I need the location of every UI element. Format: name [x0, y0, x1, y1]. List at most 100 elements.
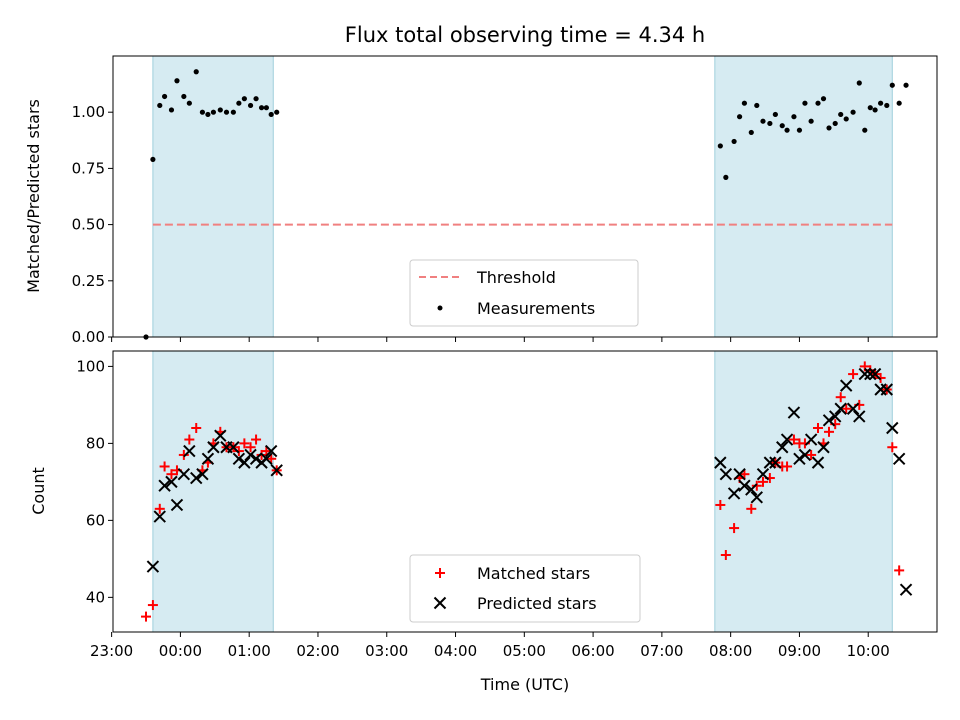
- predicted-star-point-38: [811, 456, 825, 469]
- bottom-axes-frame: [112, 350, 938, 633]
- top-shaded-span-0: [152, 55, 274, 338]
- predicted-star-point-28: [750, 491, 764, 504]
- matched-star-point-20: [261, 446, 272, 457]
- measurement-point-1: [150, 156, 156, 163]
- measurement-point-51: [884, 102, 890, 109]
- measurement-point-17: [247, 102, 254, 109]
- matched-star-point-1: [147, 600, 158, 611]
- x-tick-label-0: 23:00: [90, 642, 133, 660]
- measurement-point-27: [741, 100, 748, 106]
- predicted-star-point-8: [196, 467, 209, 481]
- matched-star-point-34: [782, 461, 793, 472]
- x-tick-label-7: 06:00: [571, 642, 614, 660]
- bottom-panel: 40 60 80 100 23:00 00:00 01:00 02:00 03:00 04:00…: [29, 350, 938, 694]
- measurement-point-35: [791, 114, 797, 120]
- measurement-point-52: [889, 82, 895, 88]
- measurement-point-44: [843, 116, 849, 122]
- predicted-star-point-37: [804, 433, 818, 446]
- measurement-point-26: [736, 114, 743, 120]
- matched-star-point-0: [141, 611, 152, 622]
- matched-star-point-8: [191, 422, 202, 433]
- predicted-star-point-27: [745, 483, 758, 496]
- measurement-point-53: [896, 100, 902, 106]
- measurement-point-38: [808, 118, 814, 124]
- predicted-star-point-25: [733, 467, 746, 481]
- measurement-point-21: [268, 111, 274, 118]
- measurement-point-2: [157, 102, 163, 109]
- measurement-point-18: [253, 96, 259, 102]
- measurement-point-10: [205, 111, 211, 118]
- measurement-point-14: [230, 109, 236, 115]
- bottom-shaded-span-1: [714, 350, 893, 633]
- predicted-star-point-3: [165, 475, 178, 489]
- measurement-point-30: [760, 118, 766, 124]
- matched-star-point-18: [251, 434, 262, 445]
- x-tick-label-11: 10:00: [847, 642, 890, 660]
- legend-predicted-swatch: [433, 596, 447, 610]
- measurement-point-43: [838, 111, 844, 118]
- measurement-point-37: [802, 100, 808, 106]
- predicted-star-point-42: [834, 402, 847, 415]
- matched-star-point-6: [178, 449, 189, 460]
- predicted-star-point-47: [864, 367, 877, 381]
- measurement-point-6: [181, 93, 187, 100]
- top-y-ticks: 0.00 0.25 0.50 0.75 1.00: [72, 103, 113, 346]
- legend-matched-label: Matched stars: [477, 564, 590, 583]
- measurement-point-19: [258, 105, 265, 111]
- predicted-star-point-4: [170, 498, 184, 512]
- matched-star-point-43: [835, 392, 846, 403]
- matched-star-point-4: [166, 469, 177, 480]
- predicted-star-point-35: [793, 452, 806, 465]
- measurement-point-29: [754, 102, 760, 109]
- matched-star-point-7: [184, 434, 195, 445]
- predicted-star-point-53: [899, 583, 913, 596]
- predicted-star-point-45: [853, 410, 866, 423]
- predicted-star-point-21: [270, 464, 283, 477]
- matched-star-point-50: [875, 372, 886, 383]
- matched-star-point-3: [159, 461, 170, 472]
- matched-star-point-53: [894, 565, 905, 576]
- predicted-star-point-15: [238, 456, 251, 469]
- bottom-legend-box: [409, 554, 641, 623]
- predicted-star-point-16: [244, 448, 257, 462]
- measurement-point-12: [217, 107, 223, 113]
- x-tick-label-9: 08:00: [709, 642, 752, 660]
- bottom-y-axis-label: Count: [29, 467, 48, 515]
- x-tick-label-6: 05:00: [503, 642, 546, 660]
- measurement-point-4: [168, 107, 175, 113]
- predicted-star-point-6: [183, 444, 196, 458]
- measurement-point-46: [856, 80, 862, 86]
- matched-star-point-38: [806, 449, 817, 460]
- bottom-y-tick-label-2: 80: [86, 434, 105, 452]
- measurement-point-16: [241, 96, 247, 102]
- matched-star-point-16: [239, 438, 250, 449]
- bottom-shaded-span-0: [152, 350, 274, 633]
- top-panel: 0.00 0.25 0.50 0.75 1.00 Matched/Predicted s…: [24, 55, 938, 346]
- bottom-legend: Matched stars Predicted stars: [409, 554, 641, 623]
- predicted-star-point-11: [214, 429, 227, 442]
- predicted-star-point-34: [787, 406, 801, 419]
- matched-star-point-44: [841, 403, 852, 414]
- predicted-star-point-1: [153, 510, 166, 523]
- predicted-star-point-26: [738, 479, 751, 492]
- measurement-point-25: [731, 138, 737, 145]
- measurement-point-42: [832, 120, 838, 127]
- predicted-star-point-36: [798, 448, 812, 462]
- measurement-point-34: [784, 127, 790, 133]
- measurement-point-49: [872, 107, 878, 113]
- measurement-point-20: [263, 105, 269, 111]
- top-y-tick-label-0: 0.00: [72, 328, 105, 346]
- chart-title: Flux total observing time = 4.34 h: [345, 23, 705, 47]
- predicted-star-point-14: [232, 452, 246, 465]
- measurement-point-24: [723, 174, 729, 180]
- x-tick-label-10: 09:00: [778, 642, 821, 660]
- predicted-star-point-29: [756, 467, 770, 481]
- matched-star-point-21: [266, 453, 277, 464]
- measurement-point-13: [223, 109, 230, 115]
- bottom-shaded-spans: [152, 350, 893, 633]
- matched-star-point-52: [887, 442, 898, 453]
- legend-matched-swatch: [435, 568, 445, 578]
- measurement-point-33: [779, 123, 785, 129]
- x-tick-label-5: 04:00: [434, 642, 477, 660]
- x-tick-label-1: 00:00: [159, 642, 202, 660]
